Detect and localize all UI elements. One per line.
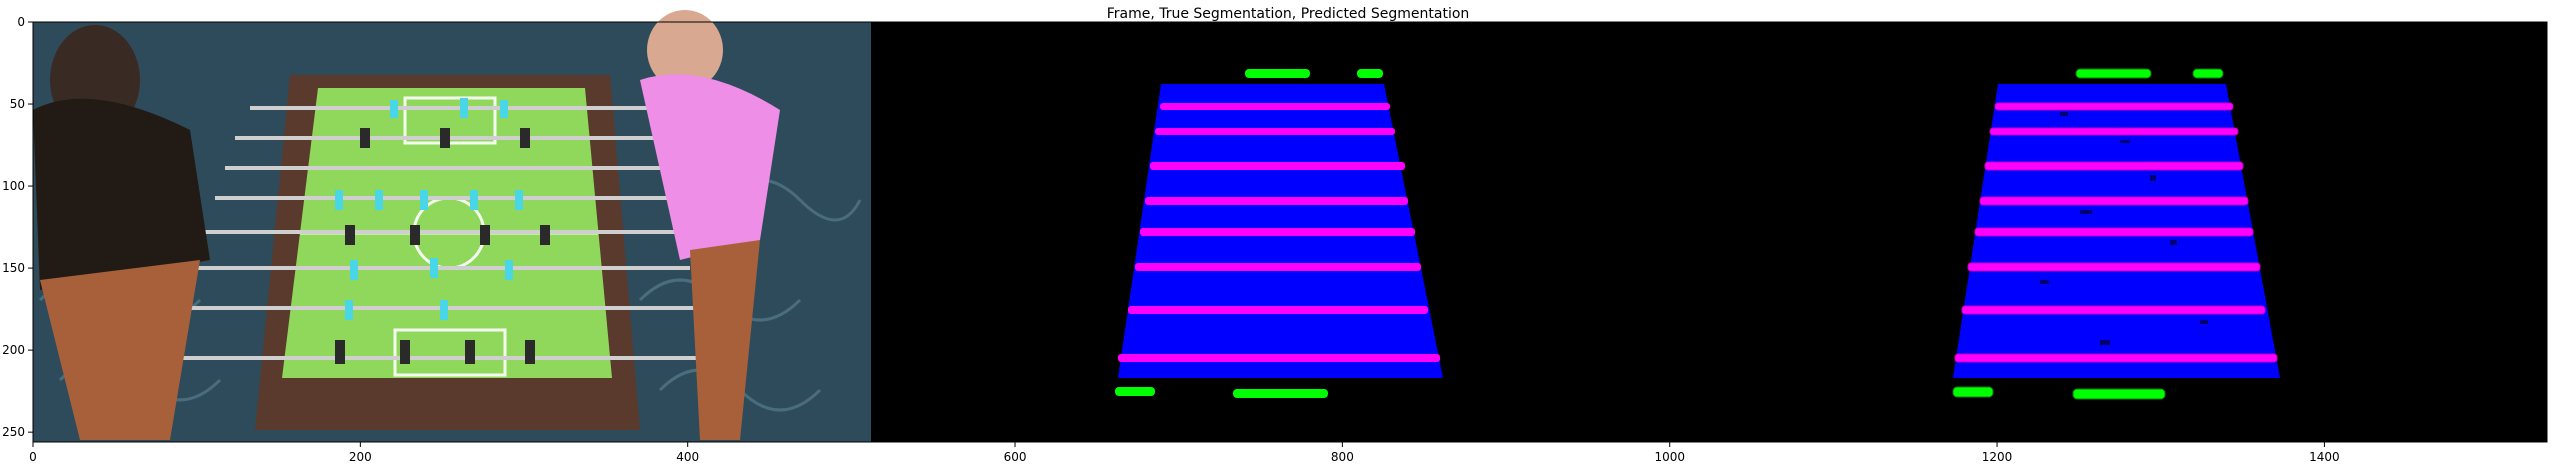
true-seg-rod-stripes (1118, 103, 1440, 362)
player-left (33, 25, 210, 440)
x-tick-label: 1400 (2309, 450, 2340, 464)
figure-title: Frame, True Segmentation, Predicted Segm… (1107, 6, 1470, 22)
y-tick-label: 250 (2, 425, 25, 439)
y-tick-label: 200 (2, 343, 25, 357)
x-tick-label: 1200 (1982, 450, 2013, 464)
pred-seg-noise (2040, 112, 2208, 345)
y-ticks: 0 50 100 150 200 250 (2, 15, 33, 439)
plot-area (32, 10, 2548, 443)
predicted-segmentation-panel (1709, 22, 2547, 442)
true-segmentation-panel (871, 22, 1709, 442)
pred-seg-rod-stripes (1954, 102, 2278, 363)
x-tick-label: 400 (676, 450, 699, 464)
dark-players (335, 128, 550, 364)
player-right (640, 10, 780, 440)
cyan-players (335, 98, 523, 320)
x-tick-label: 600 (1004, 450, 1027, 464)
y-tick-label: 0 (17, 15, 25, 29)
frame-panel (33, 10, 871, 442)
x-tick-label: 0 (29, 450, 37, 464)
x-tick-label: 800 (1331, 450, 1354, 464)
pred-seg-handle-marks (1952, 68, 2224, 400)
x-tick-label: 200 (349, 450, 372, 464)
true-seg-handle-marks (1115, 69, 1383, 398)
axes-frame (32, 21, 2548, 443)
y-tick-label: 50 (10, 97, 25, 111)
x-ticks: 0 200 400 600 800 1000 1200 1400 (29, 442, 2340, 464)
y-tick-label: 100 (2, 179, 25, 193)
x-tick-label: 1000 (1654, 450, 1685, 464)
y-tick-label: 150 (2, 261, 25, 275)
